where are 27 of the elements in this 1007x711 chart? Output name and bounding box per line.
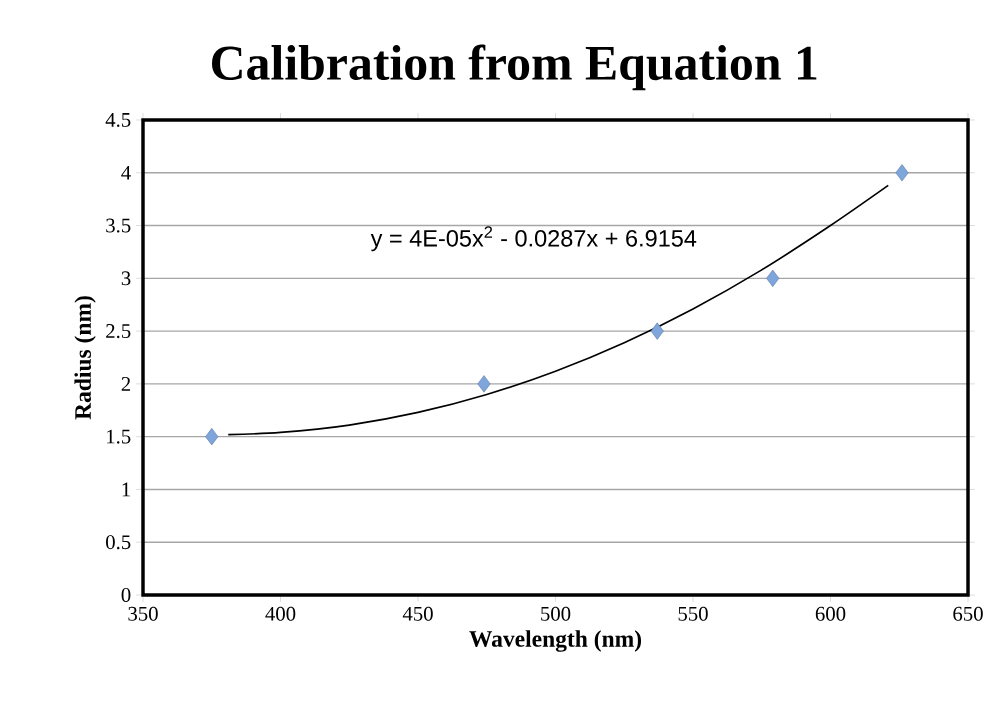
x-tick-label: 600 xyxy=(815,606,846,621)
y-tick-label: 0.5 xyxy=(106,535,131,550)
y-tick-label: 4.5 xyxy=(105,113,131,127)
x-tick-label: 500 xyxy=(541,606,571,621)
y-tick-label: 2 xyxy=(121,377,131,391)
y-axis-title: Radius (nm) xyxy=(74,296,96,420)
y-tick-label: 3.5 xyxy=(106,218,131,233)
x-tick-label: 400 xyxy=(265,606,296,621)
x-tick-label: 450 xyxy=(402,606,433,621)
point xyxy=(477,375,491,393)
x-tick-label: 350 xyxy=(128,606,158,621)
y-tick-label: 1 xyxy=(122,482,130,497)
y-tick-label: 4 xyxy=(121,165,131,180)
y-tick-label: 0 xyxy=(121,588,131,602)
x-tick-label: 550 xyxy=(678,606,708,621)
chart-title: Calibration from Equation 1 xyxy=(212,44,817,91)
annotation: y = 4E-05x$^{2}$ - 0.0287x + 6.9154 xyxy=(370,226,697,252)
point xyxy=(205,428,219,446)
x-axis-title: Wavelength (nm) xyxy=(469,630,642,652)
y-tick-label: 1.5 xyxy=(107,429,131,444)
y-tick-label: 2.5 xyxy=(106,324,131,339)
point xyxy=(766,269,780,287)
point xyxy=(895,164,909,182)
point xyxy=(650,322,664,340)
y-tick-label: 3 xyxy=(121,271,131,286)
x-tick-label: 650 xyxy=(953,606,983,621)
line-series xyxy=(227,184,890,436)
